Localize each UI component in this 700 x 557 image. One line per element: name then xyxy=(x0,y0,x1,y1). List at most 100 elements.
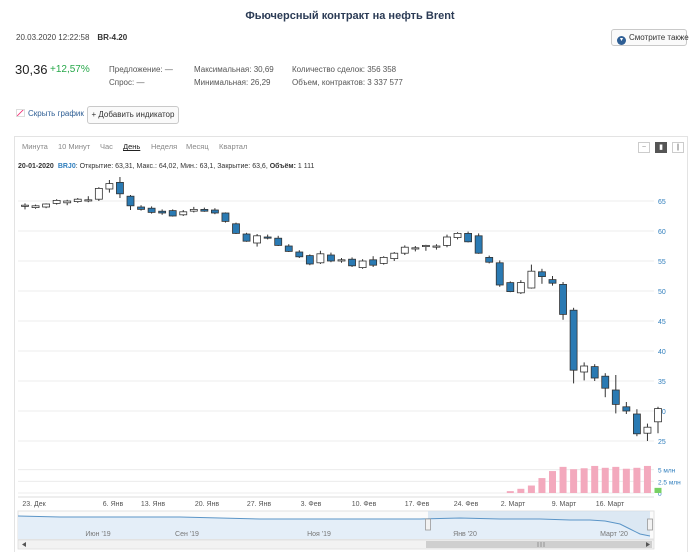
y-tick-label: 55 xyxy=(658,259,666,266)
candle xyxy=(643,426,652,434)
price-change: +12,57% xyxy=(50,64,90,75)
candle xyxy=(137,206,145,210)
candle xyxy=(63,200,72,204)
ohlc-volume-label: Объём: xyxy=(269,163,296,170)
navigator-area xyxy=(18,516,650,539)
volume-bar xyxy=(580,468,588,493)
volume-bar xyxy=(506,491,514,493)
candle xyxy=(432,245,441,248)
candles-icon[interactable]: ▮ xyxy=(655,142,667,153)
candle xyxy=(474,235,483,254)
candle xyxy=(305,255,314,265)
navigator-label: Ноя '19 xyxy=(307,531,331,538)
x-tick-label: 6. Янв xyxy=(103,501,124,508)
candle xyxy=(284,245,293,252)
candle xyxy=(200,208,209,212)
candle xyxy=(52,199,61,204)
candle xyxy=(569,309,578,371)
bars-icon[interactable]: ∥ xyxy=(672,142,684,153)
candle xyxy=(485,256,494,263)
volume-bar xyxy=(643,465,651,493)
candle xyxy=(633,413,641,435)
navigator-label: Янв '20 xyxy=(453,531,477,538)
candle xyxy=(126,195,135,207)
see-also-button[interactable]: ▾ Смотрите также xyxy=(611,29,689,46)
candle xyxy=(337,259,346,262)
candle xyxy=(221,212,230,222)
scrollbar-grip-icon xyxy=(537,542,545,547)
min-value: Минимальная: 26,29 xyxy=(194,78,271,87)
candle xyxy=(421,244,430,247)
quote-meta: 20.03.2020 12:22:58 BR-4.20 xyxy=(16,33,127,42)
line-chart-icon[interactable]: ~ xyxy=(638,142,650,153)
candle xyxy=(379,256,388,264)
ohlc-ticker: BRJ0 xyxy=(57,163,76,170)
candle xyxy=(590,366,599,379)
volume-bar xyxy=(654,487,662,493)
candle xyxy=(232,223,240,234)
hide-chart-link[interactable]: Скрыть график xyxy=(16,109,84,118)
candle xyxy=(622,406,631,412)
contracts-volume: Объем, контрактов: 3 337 577 xyxy=(292,78,403,87)
navigator-label: Март '20 xyxy=(600,531,628,538)
candle xyxy=(295,251,304,258)
candle xyxy=(274,237,283,246)
ohlc-values: : Открытие: 63,31, Макс.: 64,02, Мин.: 6… xyxy=(75,163,268,170)
candle xyxy=(253,235,262,244)
y-tick-label: 45 xyxy=(658,319,666,326)
quote-ticker: BR-4.20 xyxy=(97,33,128,42)
candle xyxy=(210,209,219,214)
y-tick-label: 30 xyxy=(658,409,666,416)
volume-bar xyxy=(622,468,630,493)
x-tick-label: 3. Фев xyxy=(301,501,322,508)
candle xyxy=(73,198,82,202)
candle xyxy=(94,187,103,200)
x-tick-label: 10. Фев xyxy=(352,501,377,508)
candle xyxy=(158,210,167,214)
candle xyxy=(242,233,251,242)
tab-10-minutes[interactable]: 10 Минут xyxy=(58,142,91,151)
tab-month[interactable]: Месяц xyxy=(186,142,209,151)
candle xyxy=(611,389,620,405)
candle xyxy=(84,199,93,202)
candle xyxy=(179,211,188,216)
navigator-handle xyxy=(647,518,653,531)
volume-tick-label: 0 xyxy=(658,491,662,498)
candle xyxy=(527,270,536,289)
chart-icon xyxy=(16,109,25,117)
candle xyxy=(548,279,557,284)
volume-bar xyxy=(570,469,578,493)
x-tick-label: 17. Фев xyxy=(405,501,430,508)
candle xyxy=(390,252,399,259)
deals-count: Количество сделок: 356 358 xyxy=(292,65,397,74)
candle xyxy=(263,236,272,239)
navigator-label: Июн '19 xyxy=(85,531,110,538)
tab-hour[interactable]: Час xyxy=(100,142,113,151)
y-tick-label: 40 xyxy=(658,349,666,356)
add-indicator-button[interactable]: + Добавить индикатор xyxy=(87,106,179,124)
tab-minute[interactable]: Минута xyxy=(22,142,48,151)
candle xyxy=(316,253,325,264)
volume-bar xyxy=(612,466,620,493)
x-tick-label: 9. Март xyxy=(552,501,577,508)
tab-quarter[interactable]: Квартал xyxy=(219,142,248,151)
tab-day[interactable]: День xyxy=(123,142,141,151)
scroll-left-icon xyxy=(22,542,26,547)
candle xyxy=(168,210,177,217)
bid-value: Предложение: — xyxy=(109,65,173,74)
x-tick-label: 24. Фев xyxy=(454,501,479,508)
x-tick-label: 13. Янв xyxy=(141,501,166,508)
ohlc-info: 20-01-2020 BRJ0: Открытие: 63,31, Макс.: … xyxy=(18,163,314,170)
candle xyxy=(538,271,546,277)
x-tick-label: 27. Янв xyxy=(247,501,272,508)
candle xyxy=(116,181,124,195)
volume-bar xyxy=(633,467,641,493)
tab-week[interactable]: Неделя xyxy=(151,142,178,151)
candle xyxy=(453,232,462,238)
candle xyxy=(348,258,356,267)
page-title: Фьючерсный контракт на нефть Brent xyxy=(245,10,455,22)
ohlc-volume-value: 1 111 xyxy=(297,163,315,170)
candle xyxy=(443,236,451,246)
candle xyxy=(400,246,409,254)
